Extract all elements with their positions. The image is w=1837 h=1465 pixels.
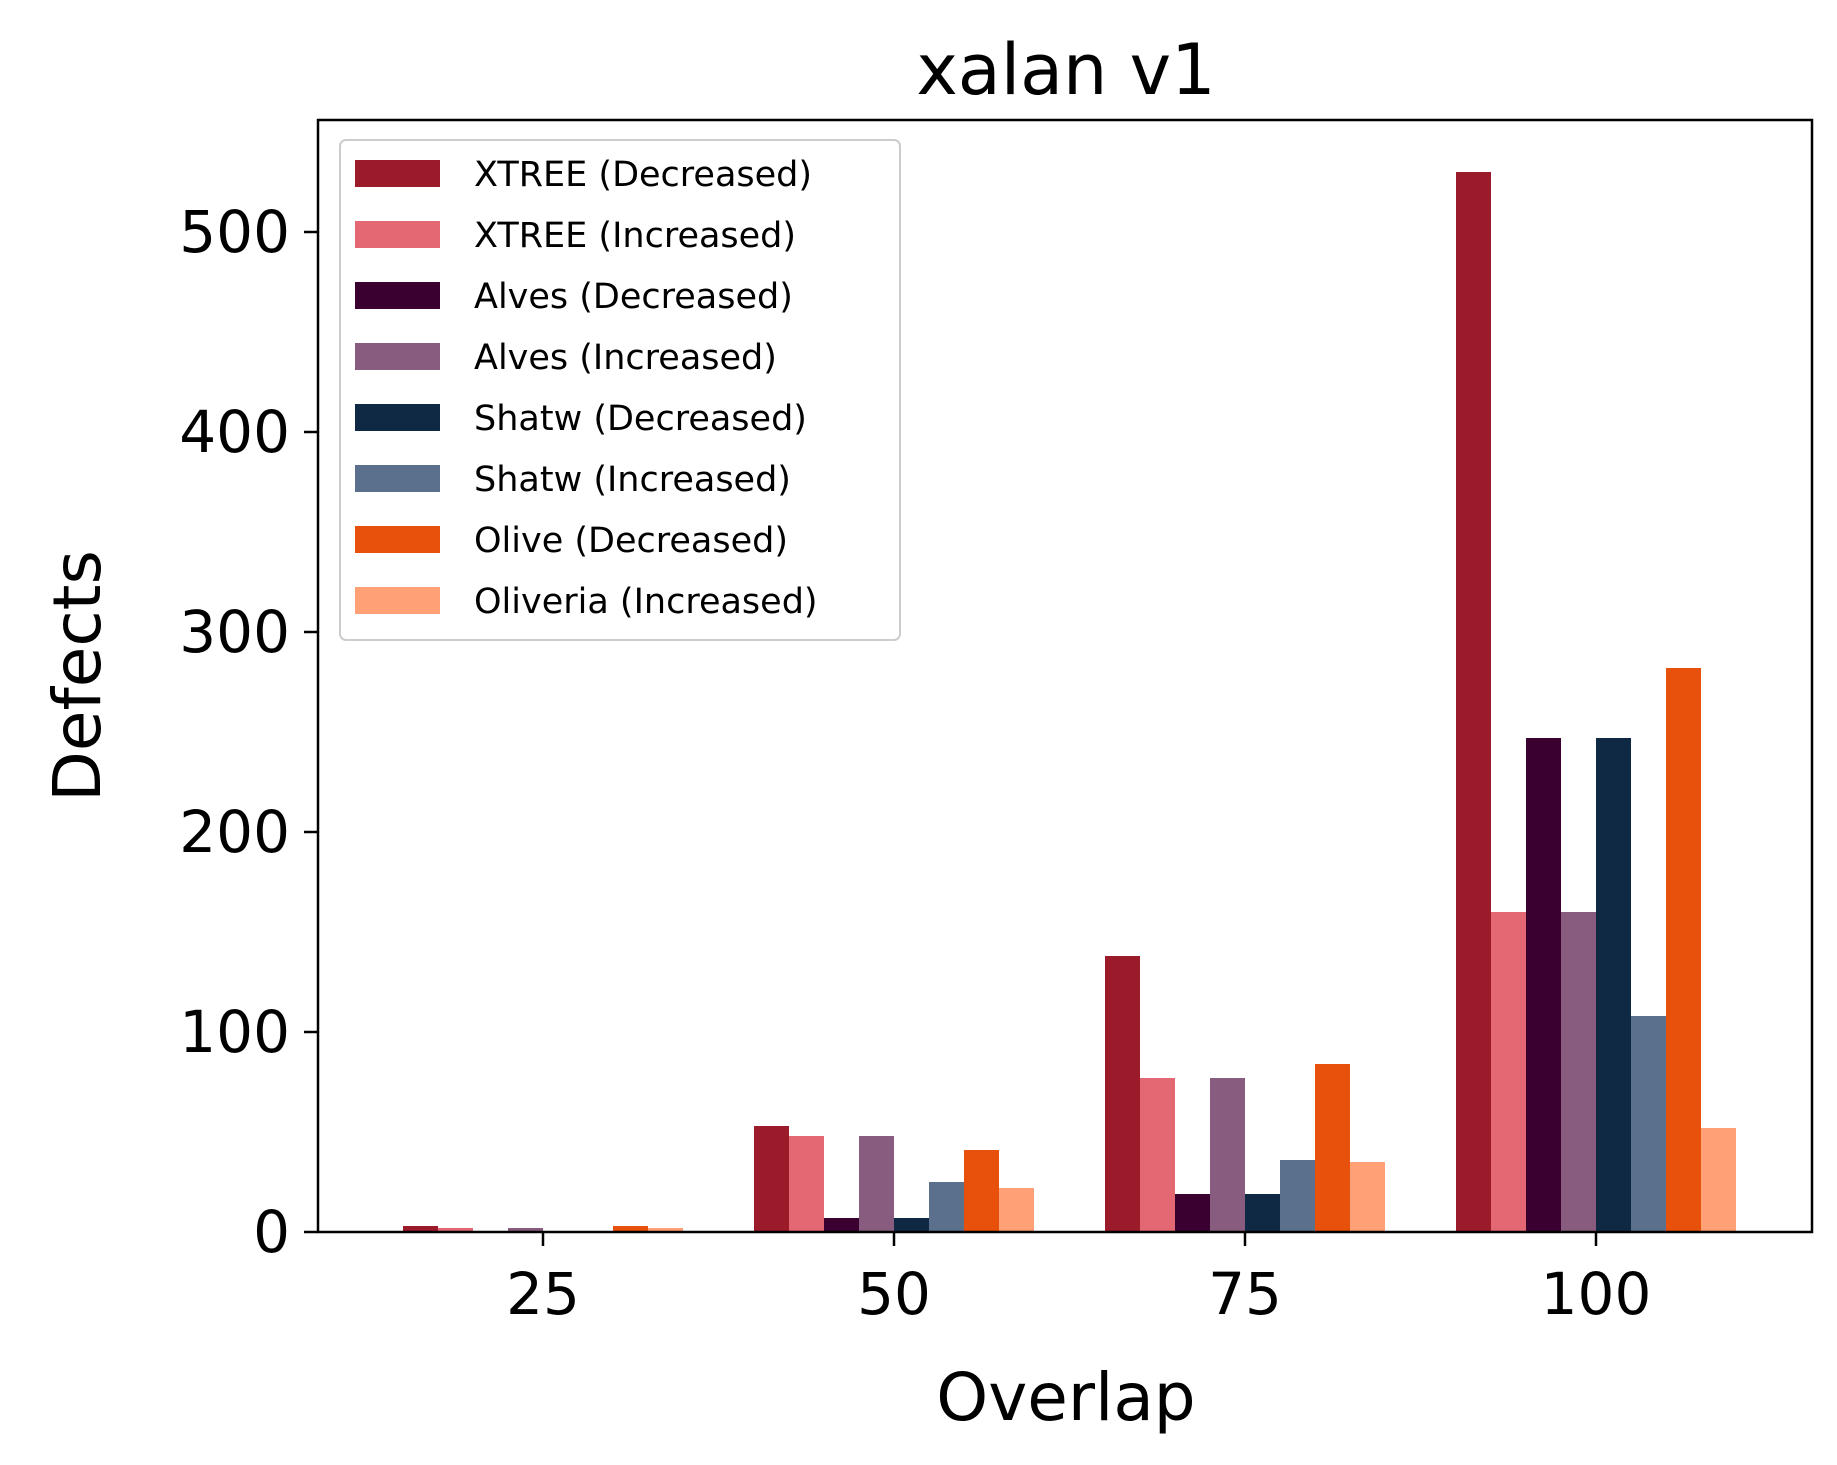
bar-0-0: [403, 1226, 438, 1232]
bars-layer: [403, 172, 1736, 1232]
bar-5-3: [1631, 1016, 1666, 1232]
bar-0-1: [754, 1126, 789, 1232]
bar-2-1: [824, 1218, 859, 1232]
bar-6-0: [613, 1226, 648, 1232]
bar-0-2: [1105, 956, 1140, 1232]
y-tick-label: 300: [179, 598, 290, 666]
bar-7-3: [1701, 1128, 1736, 1232]
y-tick-label: 500: [179, 198, 290, 266]
bar-1-3: [1491, 912, 1526, 1232]
x-axis-title: Overlap: [936, 1359, 1195, 1436]
bar-1-2: [1140, 1078, 1175, 1232]
x-tick-label: 25: [506, 1260, 580, 1328]
bar-2-3: [1526, 738, 1561, 1232]
bar-3-3: [1561, 912, 1596, 1232]
bar-3-0: [508, 1228, 543, 1232]
x-axis: 25 50 75 100: [506, 1232, 1651, 1328]
legend-label-4: Shatw (Decreased): [474, 399, 807, 439]
bar-1-1: [789, 1136, 824, 1232]
legend-swatch-7: [355, 587, 440, 614]
legend-swatch-2: [355, 282, 440, 309]
bar-4-3: [1596, 738, 1631, 1232]
legend-swatch-1: [355, 221, 440, 248]
bar-6-2: [1315, 1064, 1350, 1232]
x-tick-label: 50: [857, 1260, 931, 1328]
bar-7-1: [999, 1188, 1034, 1232]
y-tick-label: 400: [179, 398, 290, 466]
bar-1-0: [438, 1228, 473, 1232]
bar-6-3: [1666, 668, 1701, 1232]
legend-label-6: Olive (Decreased): [474, 521, 788, 561]
x-tick-label: 100: [1541, 1260, 1652, 1328]
legend-label-1: XTREE (Increased): [474, 216, 796, 256]
legend-swatch-5: [355, 465, 440, 492]
legend-swatch-6: [355, 526, 440, 553]
bar-3-1: [859, 1136, 894, 1232]
y-axis: 0 100 200 300 400 500: [179, 198, 318, 1266]
legend-swatch-4: [355, 404, 440, 431]
x-tick-label: 75: [1208, 1260, 1282, 1328]
legend: XTREE (Decreased) XTREE (Increased) Alves …: [339, 139, 901, 641]
y-tick-label: 100: [179, 998, 290, 1066]
y-tick-label: 0: [253, 1198, 290, 1266]
legend-label-2: Alves (Decreased): [474, 277, 793, 317]
legend-label-7: Oliveria (Increased): [474, 582, 818, 622]
legend-label-0: XTREE (Decreased): [474, 155, 812, 195]
bar-7-2: [1350, 1162, 1385, 1232]
legend-label-3: Alves (Increased): [474, 338, 777, 378]
bar-4-2: [1245, 1194, 1280, 1232]
plot-frame: [316, 118, 1814, 1234]
bar-2-2: [1175, 1194, 1210, 1232]
legend-box: [339, 139, 901, 641]
bar-3-2: [1210, 1078, 1245, 1232]
chart-title: xalan v1: [916, 29, 1215, 111]
bar-4-1: [894, 1218, 929, 1232]
bar-5-2: [1280, 1160, 1315, 1232]
bar-7-0: [648, 1228, 683, 1232]
legend-label-5: Shatw (Increased): [474, 460, 791, 500]
y-axis-title: Defects: [39, 550, 116, 802]
legend-swatch-0: [355, 160, 440, 187]
bar-6-1: [964, 1150, 999, 1232]
legend-swatch-3: [355, 343, 440, 370]
bar-0-3: [1456, 172, 1491, 1232]
bar-5-1: [929, 1182, 964, 1232]
y-tick-label: 200: [179, 798, 290, 866]
